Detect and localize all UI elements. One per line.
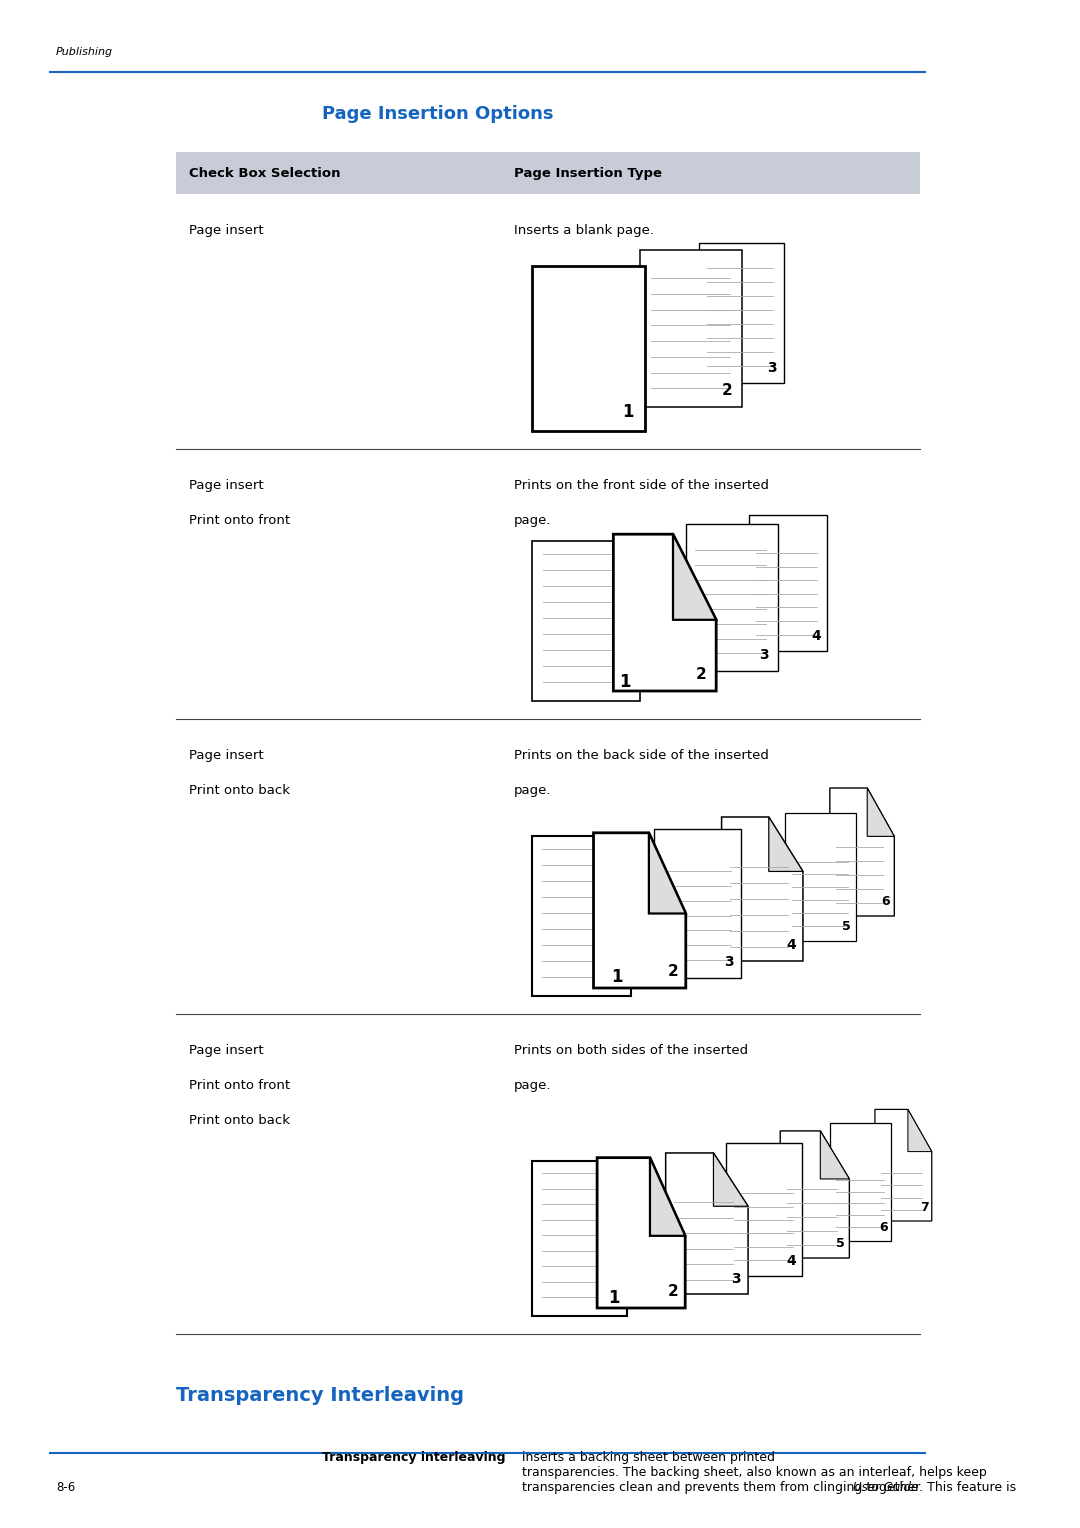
Polygon shape: [908, 1109, 932, 1152]
Bar: [176, 151, 920, 194]
Text: 6: 6: [881, 895, 890, 908]
Text: Prints on the front side of the inserted: Prints on the front side of the inserted: [514, 478, 769, 492]
Text: 4: 4: [786, 1254, 796, 1268]
Text: Inserts a blank page.: Inserts a blank page.: [514, 225, 654, 237]
Text: 1: 1: [619, 674, 631, 691]
Bar: [532, 836, 632, 996]
Text: User Guide: User Guide: [853, 1481, 918, 1494]
Polygon shape: [597, 1158, 685, 1308]
Text: 8-6: 8-6: [56, 1481, 76, 1494]
Polygon shape: [769, 817, 802, 871]
Bar: [699, 243, 784, 384]
Text: Transparency Interleaving: Transparency Interleaving: [176, 1386, 464, 1406]
Text: 1: 1: [608, 1288, 620, 1306]
Text: 4: 4: [811, 630, 821, 643]
Polygon shape: [721, 817, 802, 961]
Text: 2: 2: [696, 666, 706, 681]
Text: 4: 4: [786, 938, 796, 952]
Text: page.: page.: [514, 513, 552, 527]
Polygon shape: [650, 1158, 685, 1236]
Polygon shape: [875, 1109, 932, 1221]
Polygon shape: [649, 833, 686, 914]
Text: Check Box Selection: Check Box Selection: [189, 167, 341, 179]
Polygon shape: [665, 1154, 748, 1294]
Text: 5: 5: [836, 1238, 845, 1250]
Text: Transparency interleaving: Transparency interleaving: [322, 1452, 505, 1464]
Polygon shape: [829, 788, 894, 915]
Bar: [829, 1123, 891, 1241]
Bar: [532, 266, 645, 431]
Polygon shape: [594, 833, 686, 989]
Text: page.: page.: [514, 1079, 552, 1093]
Text: Print onto front: Print onto front: [189, 513, 291, 527]
Polygon shape: [867, 788, 894, 836]
Polygon shape: [821, 1131, 849, 1180]
Text: 3: 3: [724, 955, 733, 969]
Bar: [654, 830, 741, 978]
Bar: [686, 524, 778, 671]
Text: Print onto front: Print onto front: [189, 1079, 291, 1093]
Text: page.: page.: [514, 784, 552, 798]
Polygon shape: [613, 535, 716, 691]
Text: Prints on both sides of the inserted: Prints on both sides of the inserted: [514, 1044, 748, 1057]
Text: 5: 5: [842, 920, 851, 934]
Text: Prints on the back side of the inserted: Prints on the back side of the inserted: [514, 749, 769, 762]
Text: 3: 3: [731, 1271, 741, 1285]
Bar: [640, 251, 742, 406]
Text: inserts a backing sheet between printed
transparencies. The backing sheet, also : inserts a backing sheet between printed …: [523, 1452, 1016, 1494]
Text: Page insert: Page insert: [189, 749, 264, 762]
Text: Publishing: Publishing: [56, 47, 113, 57]
Polygon shape: [673, 535, 716, 620]
Text: 3: 3: [759, 648, 769, 662]
Text: 2: 2: [721, 382, 732, 397]
Text: 2: 2: [667, 964, 678, 979]
Text: 3: 3: [767, 361, 777, 374]
Text: Print onto back: Print onto back: [189, 784, 291, 798]
Bar: [532, 1161, 626, 1316]
Text: Page insert: Page insert: [189, 1044, 264, 1057]
Text: Page insert: Page insert: [189, 225, 264, 237]
Text: Page insert: Page insert: [189, 478, 264, 492]
Bar: [748, 515, 826, 651]
Text: 2: 2: [667, 1284, 678, 1299]
Bar: [532, 541, 640, 701]
Polygon shape: [714, 1154, 748, 1206]
Text: Page Insertion Options: Page Insertion Options: [322, 105, 553, 122]
Text: Page Insertion Type: Page Insertion Type: [514, 167, 662, 179]
Text: 1: 1: [622, 403, 634, 422]
Text: Print onto back: Print onto back: [189, 1114, 291, 1128]
Text: 7: 7: [920, 1201, 929, 1215]
Polygon shape: [780, 1131, 849, 1258]
Text: 1: 1: [611, 969, 623, 987]
Bar: [785, 813, 856, 941]
Bar: [726, 1143, 801, 1276]
Text: 6: 6: [879, 1221, 888, 1235]
